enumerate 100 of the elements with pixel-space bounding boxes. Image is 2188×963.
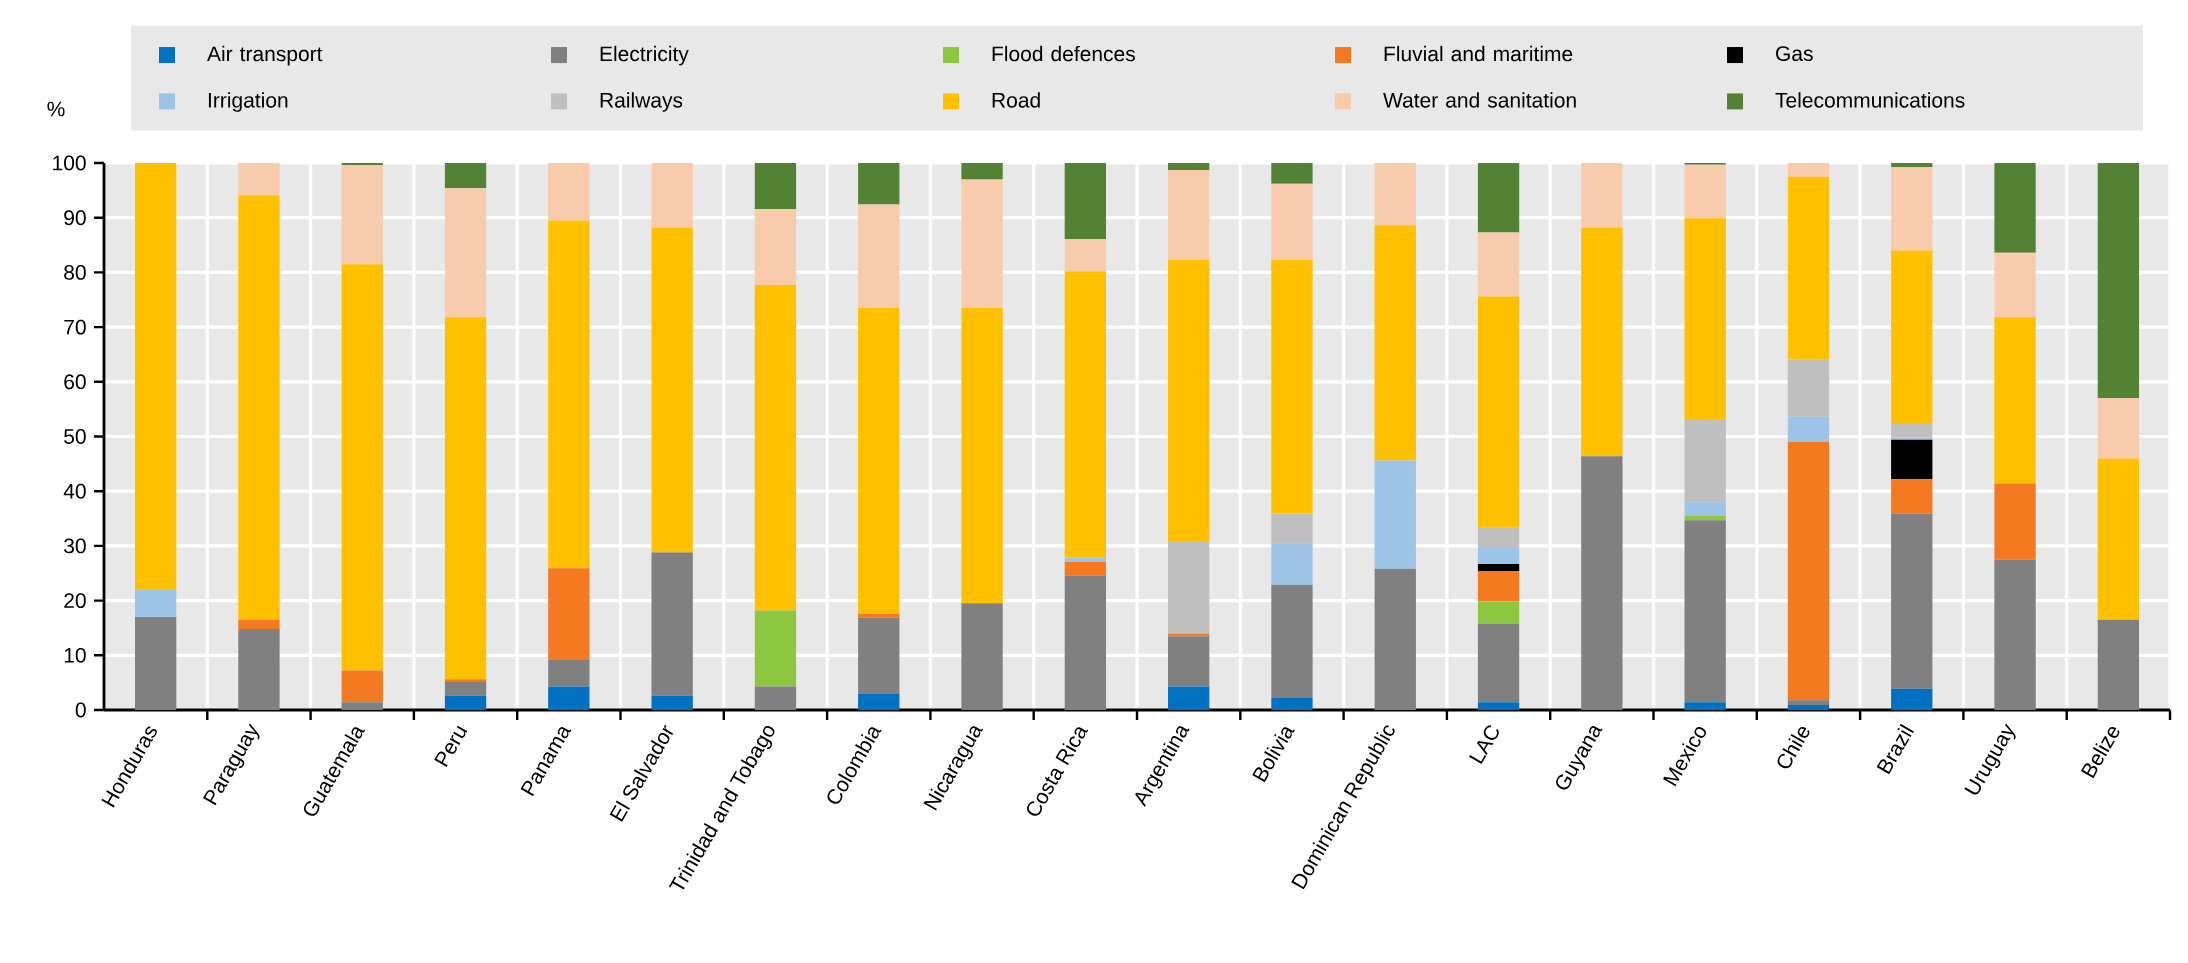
bar [1168,170,1210,260]
bar [1168,259,1210,541]
bar [238,619,280,630]
bar [1684,418,1726,503]
y-tick-label: 60 [64,374,86,390]
bar [1477,563,1520,572]
bar [1477,624,1520,703]
bar [1684,520,1726,703]
bar [1374,568,1416,710]
bar [754,284,797,611]
bar [754,162,797,209]
bar [1168,633,1210,637]
bar [1477,296,1520,528]
bar [444,679,487,683]
bar [1477,162,1520,233]
bar [1891,479,1933,514]
bar [961,179,1003,308]
bar [1064,271,1107,558]
bar [548,659,590,687]
bar [341,670,383,703]
bar [858,693,900,710]
y-tick-label: 30 [64,538,86,554]
bar [444,695,487,710]
y-tick-label: 0 [75,702,86,718]
bar [238,162,280,196]
bar [1891,437,1933,440]
bar [341,162,383,166]
bar [2097,162,2140,399]
bar [444,317,487,680]
bar [1271,183,1313,260]
bar [1581,227,1623,457]
bar [548,162,590,221]
bar [1891,423,1933,438]
bar [238,629,280,710]
bar [651,552,693,696]
bar [1477,527,1520,549]
bar [1684,218,1726,419]
bar [1581,162,1623,228]
y-tick-label: 10 [64,647,86,663]
bar [1168,162,1210,171]
bar [858,307,900,614]
bar [1271,697,1313,710]
bar [961,603,1003,710]
bar [1787,441,1830,701]
bar [1787,359,1830,417]
legend-label: Telecommunications [1775,92,1965,108]
bar [1271,513,1313,544]
bar [1787,176,1830,360]
bar [1891,688,1933,710]
bar [651,162,693,228]
bar [1271,162,1313,184]
bar [2097,619,2140,710]
bar [1374,162,1416,226]
bar [134,589,177,618]
bar [134,162,177,590]
bar [134,617,177,710]
bar [1891,167,1933,251]
bar [651,695,693,710]
y-tick-label: 20 [64,593,86,609]
bar [1787,700,1830,706]
bar [444,682,487,696]
y-tick-label: 50 [64,429,86,444]
bar [651,227,693,553]
bar [1064,561,1107,576]
bar [444,162,487,189]
bar [858,162,900,205]
bar [1064,557,1107,562]
legend-label: Road [992,92,1040,108]
legend-label: Fluvial and maritime [1384,45,1573,62]
bar [858,613,900,618]
bar [1891,250,1933,424]
bar [1684,164,1726,219]
bar [1994,483,2036,560]
bar [1477,232,1520,297]
bar [1374,225,1416,461]
y-axis-title: % [47,101,65,117]
bar [961,307,1003,604]
bar [1271,584,1313,698]
bar [1684,502,1726,516]
bar [1064,575,1107,710]
legend-label: Gas [1776,46,1813,62]
bar [2097,398,2140,459]
bar [1064,239,1107,272]
bar [1168,686,1210,710]
bar [858,617,900,694]
legend-label: Electricity [600,45,689,66]
legend-label: Water and sanitation [1383,92,1576,108]
bar [548,220,590,569]
legend-label: Air transport [207,45,323,66]
bar [1994,252,2036,318]
bar [444,188,487,318]
bar [2097,458,2140,620]
y-tick-label: 100 [53,155,86,171]
legend-label: Flood defences [992,45,1135,62]
bar [1271,259,1313,514]
legend-label: Irrigation [208,92,288,112]
bar [1477,571,1520,602]
bar [1994,559,2036,710]
bar [1271,543,1313,585]
bar [1994,162,2036,253]
